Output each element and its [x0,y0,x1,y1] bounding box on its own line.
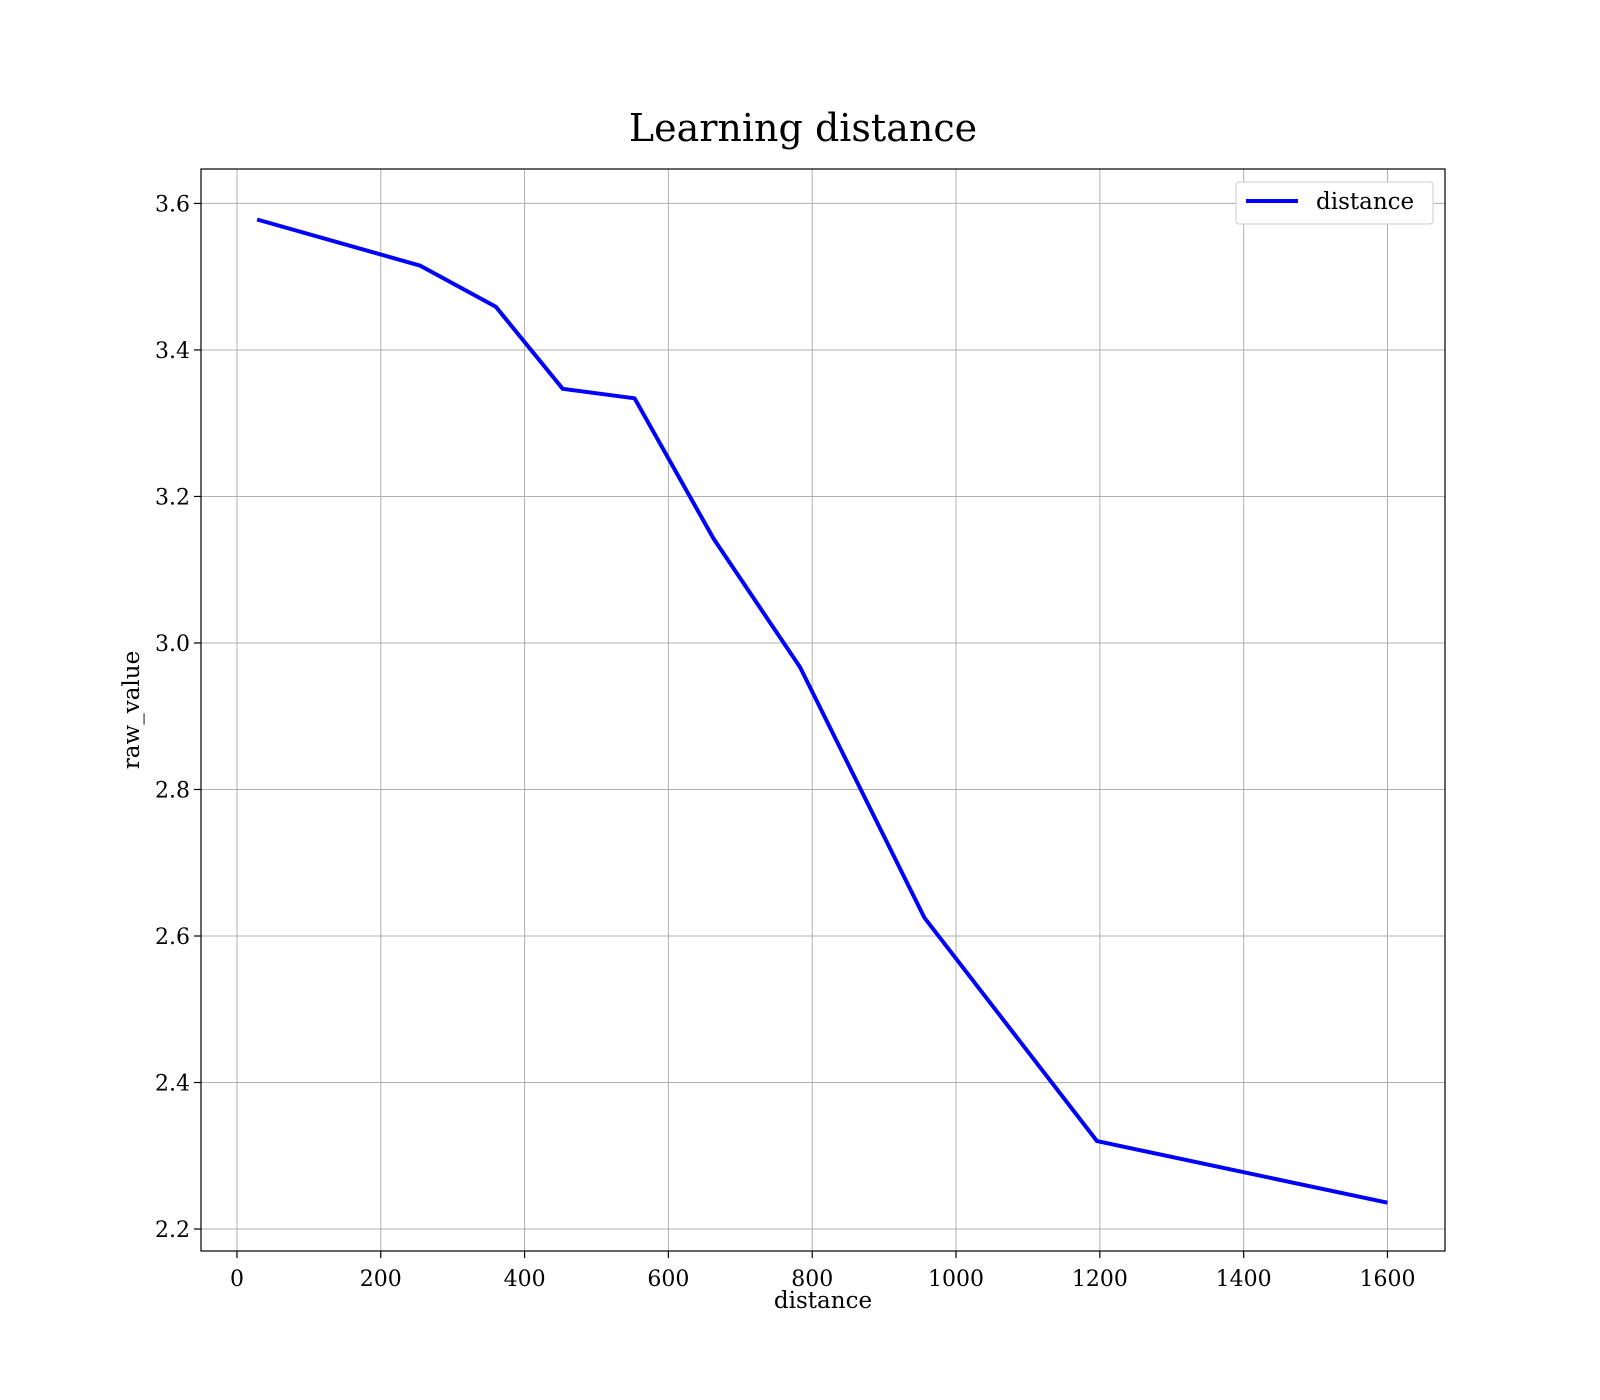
x-tick-label: 0 [230,1267,244,1292]
y-axis-label: raw_value [119,651,145,769]
grid-lines [201,169,1445,1251]
x-tick-label: 1400 [1216,1267,1272,1292]
series-layer [256,217,1388,1205]
x-tick-label: 400 [504,1267,546,1292]
x-tick-label: 800 [791,1267,833,1292]
y-tick-label: 2.6 [155,925,190,950]
y-tick-label: 3.6 [155,192,190,217]
x-axis-label: distance [774,1288,872,1314]
legend-label: distance [1316,189,1414,215]
y-tick-label: 2.4 [155,1072,190,1097]
x-tick-label: 1600 [1359,1267,1415,1292]
y-tick-label: 3.4 [155,339,190,364]
legend: distance [1235,181,1434,225]
series-line-distance [256,217,1388,1205]
x-tick-label: 600 [647,1267,689,1292]
legend-box [1235,181,1434,225]
plot-frame [200,168,1446,1252]
x-tick-label: 200 [360,1267,402,1292]
x-tick-label: 1200 [1072,1267,1128,1292]
chart-title: Learning distance [629,106,977,150]
y-tick-label: 3.0 [155,632,190,657]
y-tick-label: 2.2 [155,1218,190,1243]
x-tick-label: 1000 [928,1267,984,1292]
axis-ticks: 0 200 400 600 800 1000 1200 1400 1600 2.2 2.4 2.6 2.… [155,192,1415,1292]
y-tick-label: 3.2 [155,485,190,510]
y-tick-label: 2.8 [155,778,190,803]
